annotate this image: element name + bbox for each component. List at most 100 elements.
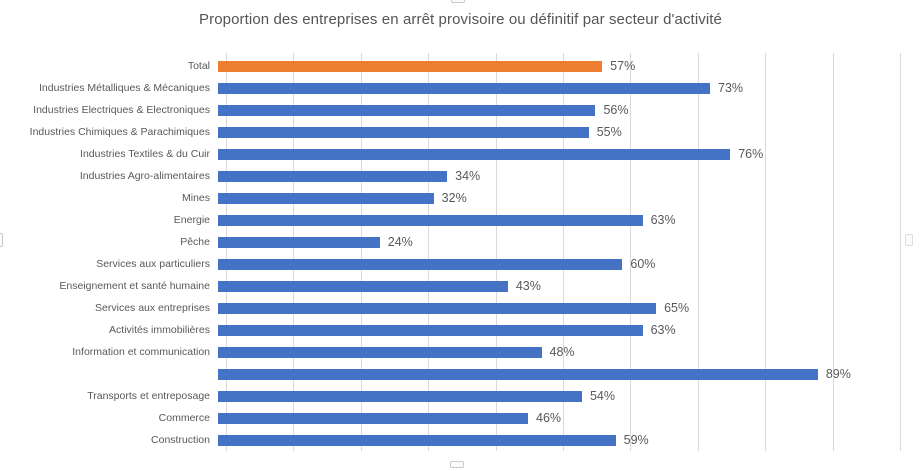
bar-track: 60% xyxy=(218,253,921,275)
bar-row: Services aux particuliers 60% xyxy=(0,253,921,275)
value-label: 32% xyxy=(441,191,467,205)
category-label: Energie xyxy=(173,214,210,226)
value-label: 76% xyxy=(738,147,764,161)
chart-resize-handle-bottom[interactable] xyxy=(450,461,464,468)
value-label: 89% xyxy=(825,367,851,381)
bar xyxy=(218,258,623,270)
bar-track: 54% xyxy=(218,385,921,407)
bar xyxy=(218,390,582,402)
bar xyxy=(218,126,589,138)
value-label: 57% xyxy=(610,59,636,73)
bar xyxy=(218,60,603,72)
plot-area xyxy=(226,53,901,451)
gridline xyxy=(765,53,767,451)
bar xyxy=(218,302,657,314)
bar xyxy=(218,148,731,160)
gridline xyxy=(360,53,362,451)
bar-row: Industries Textiles & du Cuir 76% xyxy=(0,143,921,165)
bar-track: 63% xyxy=(218,209,921,231)
chart-resize-handle-right[interactable] xyxy=(905,234,913,246)
category-label: Construction xyxy=(151,434,210,446)
value-label: 63% xyxy=(650,323,676,337)
bar-row: Transports et entreposage 54% xyxy=(0,385,921,407)
bar-track: 46% xyxy=(218,407,921,429)
category-label: Industries Agro-alimentaires xyxy=(79,170,210,182)
bar xyxy=(218,434,616,446)
bar-track: 89% xyxy=(218,363,921,385)
value-label: 65% xyxy=(664,301,690,315)
bar-row: Construction 59% xyxy=(0,429,921,451)
gridline xyxy=(900,53,901,451)
gridline xyxy=(226,53,227,451)
bar-row: Industries Métalliques & Mécaniques 73% xyxy=(0,77,921,99)
bar xyxy=(218,170,448,182)
value-label: 73% xyxy=(718,81,744,95)
chart-resize-handle-top[interactable] xyxy=(451,0,465,3)
category-label: Activités immobilières xyxy=(109,324,210,336)
gridline xyxy=(697,53,699,451)
value-label: 60% xyxy=(630,257,656,271)
bar-row: Pêche 24% xyxy=(0,231,921,253)
bar-row: Mines 32% xyxy=(0,187,921,209)
category-label: Services aux particuliers xyxy=(96,258,210,270)
value-label: 24% xyxy=(387,235,413,249)
bar-track: 57% xyxy=(218,55,921,77)
value-label: 59% xyxy=(623,433,649,447)
bar-row: Enseignement et santé humaine 43% xyxy=(0,275,921,297)
value-label: 63% xyxy=(650,213,676,227)
bar-row: Services aux entreprises 65% xyxy=(0,297,921,319)
category-label: Industries Textiles & du Cuir xyxy=(80,148,210,160)
category-label: Industries Chimiques & Parachimiques xyxy=(29,126,210,138)
value-label: 43% xyxy=(515,279,541,293)
bar xyxy=(218,280,508,292)
bar xyxy=(218,214,643,226)
bar-row: Industries Electriques & Electroniques 56… xyxy=(0,99,921,121)
gridline xyxy=(428,53,430,451)
category-label: Transports et entreposage xyxy=(87,390,210,402)
category-label: Mines xyxy=(181,192,210,204)
category-label: Industries Electriques & Electroniques xyxy=(33,104,210,116)
chart-rows: Total 57% Industries Métalliques & Mécaniq… xyxy=(0,55,921,451)
category-label: Commerce xyxy=(158,412,210,424)
chart-title: Proportion des entreprises en arrêt prov… xyxy=(199,11,722,28)
bar xyxy=(218,82,711,94)
bar-track: 48% xyxy=(218,341,921,363)
bar xyxy=(218,346,542,358)
value-label: 46% xyxy=(536,411,562,425)
bar-track: 32% xyxy=(218,187,921,209)
bar xyxy=(218,104,596,116)
value-label: 48% xyxy=(549,345,575,359)
gridline xyxy=(832,53,834,451)
bar-track: 24% xyxy=(218,231,921,253)
bar xyxy=(218,192,434,204)
bar-track: 56% xyxy=(218,99,921,121)
category-label: Services aux entreprises xyxy=(95,302,210,314)
bar-track: 76% xyxy=(218,143,921,165)
category-label: Industries Métalliques & Mécaniques xyxy=(38,82,210,94)
bar-row: Energie 63% xyxy=(0,209,921,231)
bar-row: Commerce 46% xyxy=(0,407,921,429)
category-label: Information et communication xyxy=(72,346,210,358)
value-label: 54% xyxy=(589,389,615,403)
value-label: 56% xyxy=(603,103,629,117)
value-label: 34% xyxy=(455,169,481,183)
category-label: Total xyxy=(187,60,210,72)
gridline xyxy=(563,53,564,451)
bar xyxy=(218,368,818,380)
bar-row: Activités immobilières 63% xyxy=(0,319,921,341)
bar-row: Information et communication 48% xyxy=(0,341,921,363)
gridline xyxy=(495,53,497,451)
chart-resize-handle-left[interactable] xyxy=(0,233,3,247)
value-label: 55% xyxy=(596,125,622,139)
bar-track: 55% xyxy=(218,121,921,143)
bar-track: 73% xyxy=(218,77,921,99)
category-label: Enseignement et santé humaine xyxy=(59,280,210,292)
gridline xyxy=(630,53,632,451)
category-label: Pêche xyxy=(180,236,210,248)
bar-row: Total 57% xyxy=(0,55,921,77)
bar-row: 89% xyxy=(0,363,921,385)
bar-track: 59% xyxy=(218,429,921,451)
bar xyxy=(218,412,529,424)
bar-row: Industries Chimiques & Parachimiques 55% xyxy=(0,121,921,143)
